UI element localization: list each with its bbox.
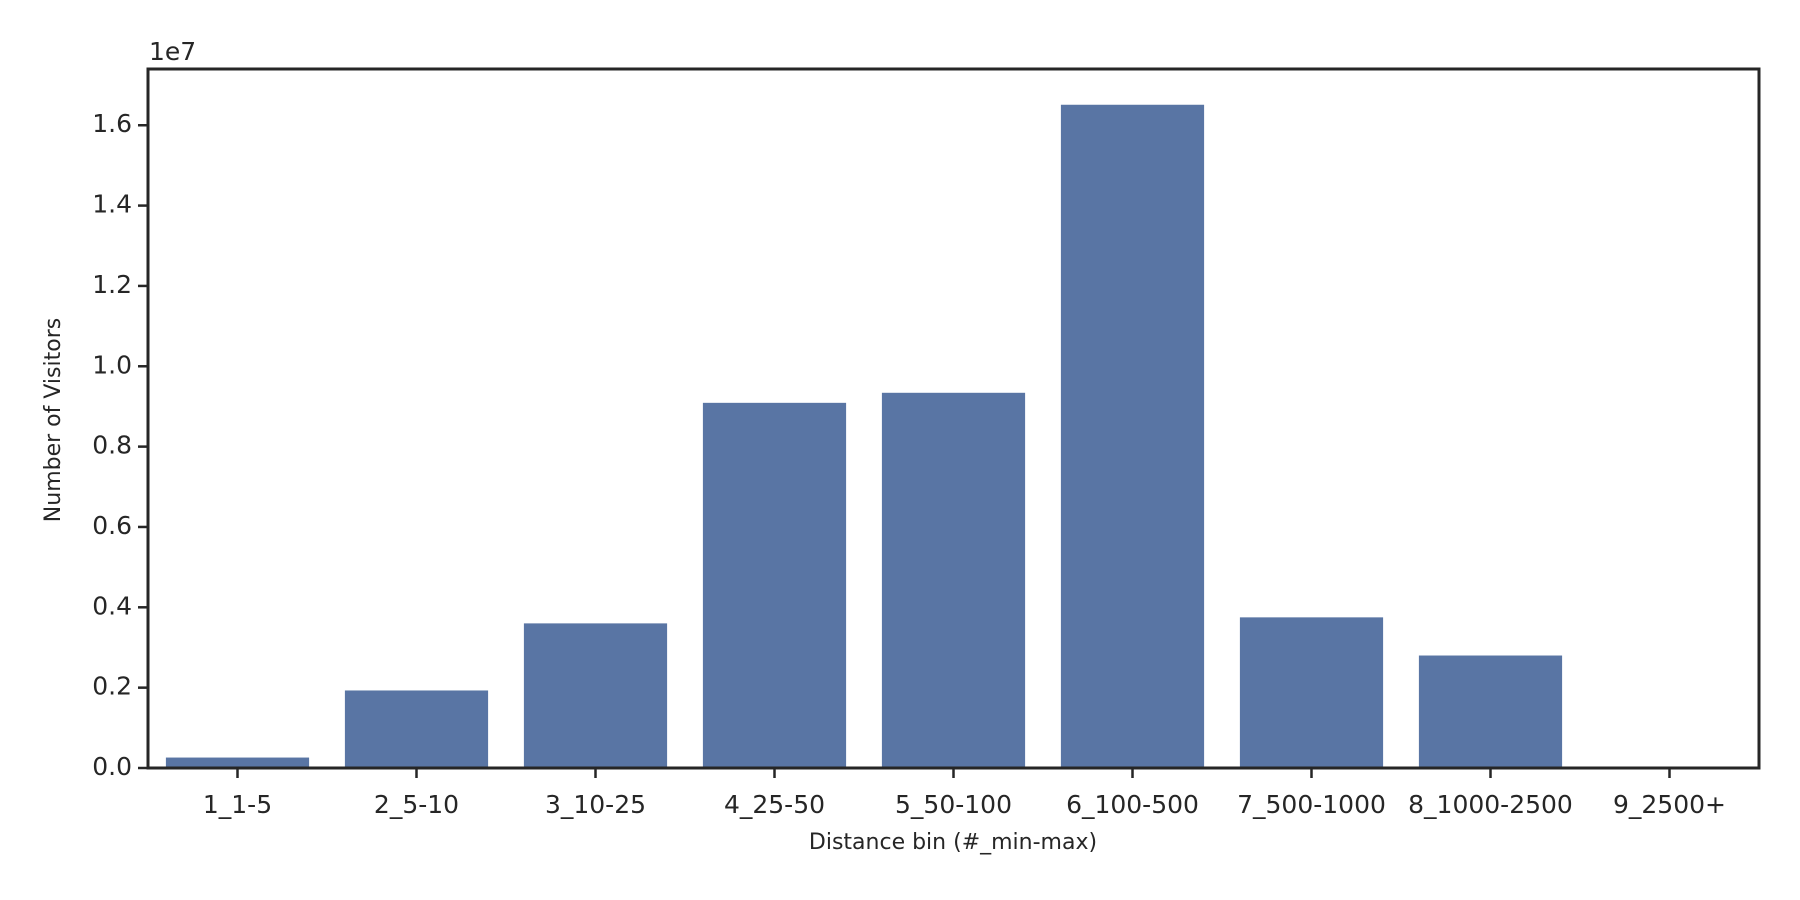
y-tick-label: 0.4 bbox=[92, 591, 132, 620]
bar bbox=[1060, 104, 1205, 769]
y-tick-label: 1.0 bbox=[92, 350, 132, 379]
y-tick-label: 0.2 bbox=[92, 672, 132, 701]
x-tick-label: 4_25-50 bbox=[724, 790, 825, 819]
bar bbox=[344, 690, 489, 768]
x-axis-label: Distance bin (#_min-max) bbox=[809, 830, 1097, 855]
y-offset-label: 1e7 bbox=[149, 37, 196, 66]
y-tick-label: 1.4 bbox=[92, 190, 132, 219]
y-tick-label: 0.8 bbox=[92, 431, 132, 460]
x-tick-label: 6_100-500 bbox=[1066, 790, 1199, 819]
bar bbox=[1239, 617, 1384, 768]
y-tick-label: 0.6 bbox=[92, 511, 132, 540]
y-tick-label: 1.2 bbox=[92, 270, 132, 299]
x-tick-label: 2_5-10 bbox=[374, 790, 459, 819]
x-tick-label: 5_50-100 bbox=[895, 790, 1012, 819]
bar bbox=[1418, 655, 1563, 768]
x-tick-label: 8_1000-2500 bbox=[1408, 790, 1573, 819]
bar bbox=[881, 392, 1026, 768]
bar bbox=[165, 757, 310, 768]
bar bbox=[702, 402, 847, 768]
y-tick-label: 1.6 bbox=[92, 109, 132, 138]
y-tick-label: 0.0 bbox=[92, 752, 132, 781]
x-tick-label: 3_10-25 bbox=[545, 790, 646, 819]
bar bbox=[523, 623, 668, 768]
x-tick-label: 9_2500+ bbox=[1613, 790, 1726, 819]
x-tick-label: 1_1-5 bbox=[203, 790, 272, 819]
x-tick-label: 7_500-1000 bbox=[1237, 790, 1386, 819]
y-axis-label: Number of Visitors bbox=[41, 318, 66, 522]
plot-frame bbox=[146, 67, 1761, 770]
